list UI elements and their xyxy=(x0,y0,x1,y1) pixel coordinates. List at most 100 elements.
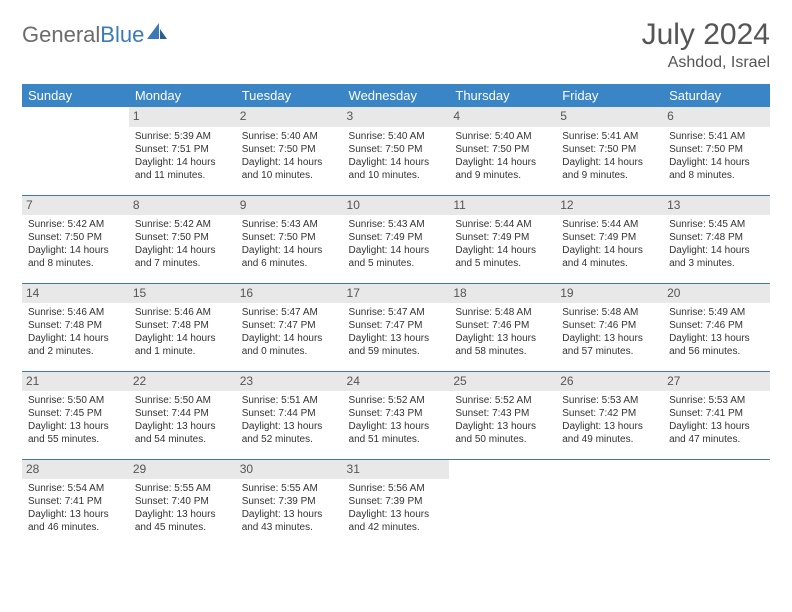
calendar-cell: 17Sunrise: 5:47 AMSunset: 7:47 PMDayligh… xyxy=(343,283,450,371)
weekday-header: Sunday xyxy=(22,84,129,107)
daylight-line: Daylight: 13 hours and 54 minutes. xyxy=(135,420,230,446)
sunrise-line: Sunrise: 5:48 AM xyxy=(455,306,550,319)
daylight-line: Daylight: 14 hours and 8 minutes. xyxy=(669,156,764,182)
daylight-line: Daylight: 13 hours and 55 minutes. xyxy=(28,420,123,446)
calendar-cell: 14Sunrise: 5:46 AMSunset: 7:48 PMDayligh… xyxy=(22,283,129,371)
sunset-line: Sunset: 7:50 PM xyxy=(242,143,337,156)
calendar-cell: 16Sunrise: 5:47 AMSunset: 7:47 PMDayligh… xyxy=(236,283,343,371)
daylight-line: Daylight: 14 hours and 10 minutes. xyxy=(349,156,444,182)
calendar-row: 1Sunrise: 5:39 AMSunset: 7:51 PMDaylight… xyxy=(22,107,770,195)
calendar-cell: 25Sunrise: 5:52 AMSunset: 7:43 PMDayligh… xyxy=(449,371,556,459)
weekday-header: Friday xyxy=(556,84,663,107)
calendar-cell xyxy=(663,459,770,547)
daylight-line: Daylight: 13 hours and 49 minutes. xyxy=(562,420,657,446)
sunset-line: Sunset: 7:50 PM xyxy=(455,143,550,156)
daylight-line: Daylight: 13 hours and 50 minutes. xyxy=(455,420,550,446)
sunrise-line: Sunrise: 5:44 AM xyxy=(562,218,657,231)
day-number: 30 xyxy=(236,460,343,480)
sunrise-line: Sunrise: 5:52 AM xyxy=(349,394,444,407)
calendar-row: 21Sunrise: 5:50 AMSunset: 7:45 PMDayligh… xyxy=(22,371,770,459)
sunset-line: Sunset: 7:41 PM xyxy=(28,495,123,508)
day-number: 17 xyxy=(343,284,450,304)
calendar-cell: 1Sunrise: 5:39 AMSunset: 7:51 PMDaylight… xyxy=(129,107,236,195)
brand-logo: GeneralBlue xyxy=(22,22,168,48)
calendar-cell: 13Sunrise: 5:45 AMSunset: 7:48 PMDayligh… xyxy=(663,195,770,283)
day-number: 25 xyxy=(449,372,556,392)
calendar-cell: 19Sunrise: 5:48 AMSunset: 7:46 PMDayligh… xyxy=(556,283,663,371)
sunset-line: Sunset: 7:50 PM xyxy=(669,143,764,156)
sunset-line: Sunset: 7:39 PM xyxy=(349,495,444,508)
calendar-cell: 4Sunrise: 5:40 AMSunset: 7:50 PMDaylight… xyxy=(449,107,556,195)
daylight-line: Daylight: 13 hours and 52 minutes. xyxy=(242,420,337,446)
calendar-cell: 15Sunrise: 5:46 AMSunset: 7:48 PMDayligh… xyxy=(129,283,236,371)
sunset-line: Sunset: 7:50 PM xyxy=(349,143,444,156)
sunrise-line: Sunrise: 5:46 AM xyxy=(135,306,230,319)
calendar-cell: 28Sunrise: 5:54 AMSunset: 7:41 PMDayligh… xyxy=(22,459,129,547)
weekday-header: Wednesday xyxy=(343,84,450,107)
sunset-line: Sunset: 7:46 PM xyxy=(669,319,764,332)
day-number: 8 xyxy=(129,196,236,216)
calendar-cell: 10Sunrise: 5:43 AMSunset: 7:49 PMDayligh… xyxy=(343,195,450,283)
sunset-line: Sunset: 7:49 PM xyxy=(562,231,657,244)
sunset-line: Sunset: 7:40 PM xyxy=(135,495,230,508)
calendar-cell xyxy=(556,459,663,547)
day-number: 21 xyxy=(22,372,129,392)
day-number: 18 xyxy=(449,284,556,304)
day-number: 28 xyxy=(22,460,129,480)
sunrise-line: Sunrise: 5:47 AM xyxy=(349,306,444,319)
sunrise-line: Sunrise: 5:50 AM xyxy=(135,394,230,407)
daylight-line: Daylight: 14 hours and 8 minutes. xyxy=(28,244,123,270)
sunset-line: Sunset: 7:51 PM xyxy=(135,143,230,156)
calendar-row: 14Sunrise: 5:46 AMSunset: 7:48 PMDayligh… xyxy=(22,283,770,371)
daylight-line: Daylight: 14 hours and 7 minutes. xyxy=(135,244,230,270)
sunrise-line: Sunrise: 5:40 AM xyxy=(242,130,337,143)
sunrise-line: Sunrise: 5:43 AM xyxy=(349,218,444,231)
sunset-line: Sunset: 7:46 PM xyxy=(455,319,550,332)
calendar-cell xyxy=(22,107,129,195)
calendar-cell: 21Sunrise: 5:50 AMSunset: 7:45 PMDayligh… xyxy=(22,371,129,459)
day-number: 16 xyxy=(236,284,343,304)
sunset-line: Sunset: 7:41 PM xyxy=(669,407,764,420)
sunset-line: Sunset: 7:50 PM xyxy=(28,231,123,244)
day-number: 1 xyxy=(129,107,236,127)
daylight-line: Daylight: 14 hours and 9 minutes. xyxy=(455,156,550,182)
daylight-line: Daylight: 13 hours and 46 minutes. xyxy=(28,508,123,534)
calendar-cell: 8Sunrise: 5:42 AMSunset: 7:50 PMDaylight… xyxy=(129,195,236,283)
calendar-cell: 27Sunrise: 5:53 AMSunset: 7:41 PMDayligh… xyxy=(663,371,770,459)
location: Ashdod, Israel xyxy=(642,54,770,72)
calendar-cell: 22Sunrise: 5:50 AMSunset: 7:44 PMDayligh… xyxy=(129,371,236,459)
daylight-line: Daylight: 14 hours and 2 minutes. xyxy=(28,332,123,358)
sunset-line: Sunset: 7:39 PM xyxy=(242,495,337,508)
day-number: 20 xyxy=(663,284,770,304)
day-number: 3 xyxy=(343,107,450,127)
day-number: 29 xyxy=(129,460,236,480)
sunrise-line: Sunrise: 5:55 AM xyxy=(242,482,337,495)
calendar-cell: 18Sunrise: 5:48 AMSunset: 7:46 PMDayligh… xyxy=(449,283,556,371)
day-number: 10 xyxy=(343,196,450,216)
calendar-cell: 23Sunrise: 5:51 AMSunset: 7:44 PMDayligh… xyxy=(236,371,343,459)
sunset-line: Sunset: 7:42 PM xyxy=(562,407,657,420)
calendar-cell: 24Sunrise: 5:52 AMSunset: 7:43 PMDayligh… xyxy=(343,371,450,459)
daylight-line: Daylight: 14 hours and 11 minutes. xyxy=(135,156,230,182)
calendar-cell: 11Sunrise: 5:44 AMSunset: 7:49 PMDayligh… xyxy=(449,195,556,283)
sunrise-line: Sunrise: 5:42 AM xyxy=(28,218,123,231)
header: GeneralBlue July 2024 Ashdod, Israel xyxy=(22,18,770,72)
sunrise-line: Sunrise: 5:47 AM xyxy=(242,306,337,319)
daylight-line: Daylight: 13 hours and 42 minutes. xyxy=(349,508,444,534)
day-number: 12 xyxy=(556,196,663,216)
day-number: 7 xyxy=(22,196,129,216)
sail-icon xyxy=(146,23,168,48)
sunrise-line: Sunrise: 5:49 AM xyxy=(669,306,764,319)
sunset-line: Sunset: 7:48 PM xyxy=(669,231,764,244)
sunset-line: Sunset: 7:43 PM xyxy=(349,407,444,420)
calendar-cell: 29Sunrise: 5:55 AMSunset: 7:40 PMDayligh… xyxy=(129,459,236,547)
sunset-line: Sunset: 7:46 PM xyxy=(562,319,657,332)
calendar-cell: 12Sunrise: 5:44 AMSunset: 7:49 PMDayligh… xyxy=(556,195,663,283)
sunset-line: Sunset: 7:47 PM xyxy=(242,319,337,332)
sunrise-line: Sunrise: 5:53 AM xyxy=(669,394,764,407)
sunset-line: Sunset: 7:44 PM xyxy=(135,407,230,420)
calendar-cell: 5Sunrise: 5:41 AMSunset: 7:50 PMDaylight… xyxy=(556,107,663,195)
calendar-cell: 9Sunrise: 5:43 AMSunset: 7:50 PMDaylight… xyxy=(236,195,343,283)
brand-blue: Blue xyxy=(100,22,144,47)
day-number: 23 xyxy=(236,372,343,392)
